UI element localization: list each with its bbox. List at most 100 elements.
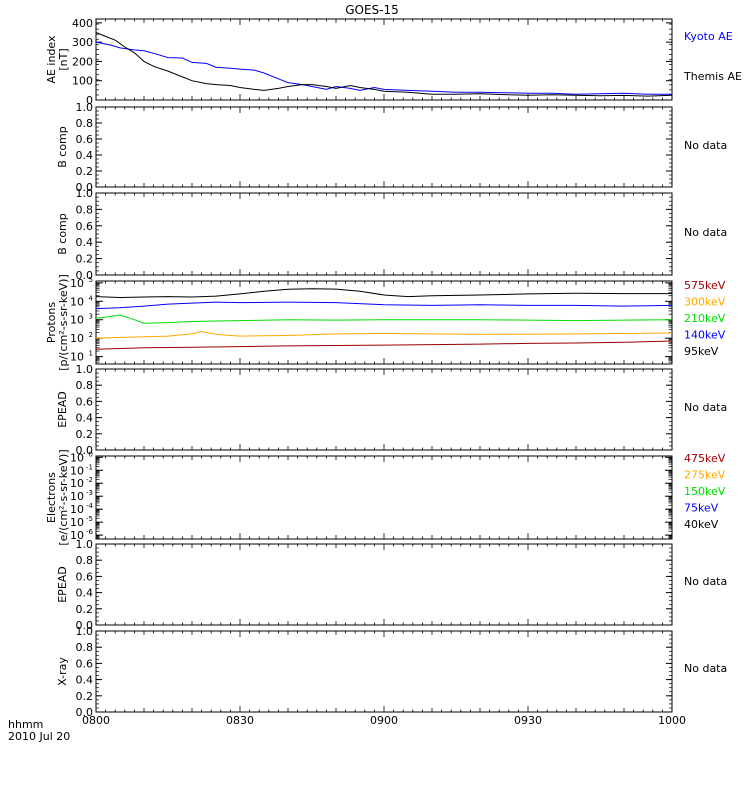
y-tick-label: 0.4 — [76, 587, 94, 600]
legend-entry: 140keV — [684, 329, 726, 342]
series-line-kyoto-ae — [95, 41, 672, 95]
panel-xray: 0.0 0.2 0.4 0.6 0.8 1.0 X-ray No data — [56, 625, 727, 719]
y-axis-label: EPEAD — [56, 566, 69, 603]
panel-frame — [95, 543, 673, 626]
y-tick-exponent: 3 — [89, 313, 93, 321]
y-tick-label: 10 — [70, 332, 84, 345]
y-tick-label: 0.6 — [76, 220, 94, 233]
y-tick-label: 0.0 — [76, 619, 94, 632]
y-tick-label: 0.2 — [76, 603, 94, 616]
y-tick-exponent: -2 — [86, 476, 93, 484]
y-tick-exponent: -3 — [86, 489, 93, 497]
no-data-label: No data — [684, 575, 727, 588]
y-tick-label: 0.4 — [76, 236, 94, 249]
y-tick-label: 0.4 — [76, 412, 94, 425]
y-tick-label: 1.0 — [76, 101, 94, 114]
y-axis-label: AE index — [45, 35, 58, 84]
no-data-label: No data — [684, 401, 727, 414]
date-label: 2010 Jul 20 — [8, 730, 70, 743]
y-tick-label: 10 — [70, 503, 84, 516]
y-axis-label: X-ray — [56, 657, 69, 686]
y-tick-label: 0.8 — [76, 554, 94, 567]
y-tick-exponent: -6 — [86, 528, 94, 536]
y-tick-exponent: 5 — [89, 276, 93, 284]
legend-entry: Kyoto AE — [684, 30, 733, 43]
y-tick-label: 0.0 — [76, 444, 94, 457]
y-tick-label: 10 — [70, 451, 84, 464]
y-tick-label: 10 — [70, 490, 84, 503]
y-tick-label: 10 — [70, 464, 84, 477]
y-tick-label: 10 — [70, 351, 84, 364]
no-data-label: No data — [684, 226, 727, 239]
y-axis-label: B comp — [56, 213, 69, 255]
y-tick-label: 0 — [86, 94, 93, 107]
legend-entry: 75keV — [684, 502, 719, 515]
panel-frame — [95, 455, 673, 540]
y-tick-exponent: 2 — [89, 331, 93, 339]
y-tick-label: 0.2 — [76, 690, 94, 703]
y-tick-label: 10 — [70, 295, 84, 308]
y-axis-label: [nT] — [57, 48, 70, 70]
y-tick-exponent: -5 — [86, 515, 93, 523]
no-data-label: No data — [684, 662, 727, 675]
y-tick-label: 0.0 — [76, 706, 94, 719]
y-tick-label: 100 — [72, 75, 93, 88]
panels: 0 100 200 300 400 AE index [nT] Kyoto AE Themis … — [45, 17, 742, 727]
series-line-themis-ae — [95, 32, 673, 97]
x-tick-label: 1000 — [658, 714, 686, 727]
chart-title: GOES-15 — [345, 3, 399, 17]
y-tick-label: 0.6 — [76, 395, 94, 408]
panel-b1: 0.0 0.2 0.4 0.6 0.8 1.0 B comp No data — [56, 101, 727, 194]
y-axis-label: B comp — [56, 126, 69, 168]
y-tick-exponent: 1 — [89, 350, 93, 358]
legend-entry: 575keV — [684, 279, 726, 292]
panel-protons: 10 1 10 2 10 3 10 4 10 5 Protons [p/(cm²-s-sr-keV)]… — [45, 274, 726, 371]
y-tick-label: 0.8 — [76, 379, 94, 392]
y-tick-label: 300 — [72, 36, 93, 49]
panel-ae: 0 100 200 300 400 AE index [nT] Kyoto AE Themis … — [45, 17, 742, 107]
no-data-label: No data — [684, 139, 727, 152]
legend-entry: 210keV — [684, 312, 726, 325]
y-tick-label: 10 — [70, 516, 84, 529]
y-tick-label: 0.6 — [76, 570, 94, 583]
x-tick-label: 0800 — [82, 714, 110, 727]
y-axis-label: [e/(cm²-s-sr-keV)] — [57, 449, 70, 545]
x-tick-label: 0930 — [514, 714, 542, 727]
y-tick-label: 10 — [70, 477, 84, 490]
y-tick-label: 0.2 — [76, 428, 94, 441]
y-tick-label: 0.4 — [76, 674, 94, 687]
time-axis-label: hhmm — [8, 718, 43, 731]
y-tick-label: 10 — [70, 277, 84, 290]
y-tick-label: 10 — [70, 529, 84, 542]
series-line-575kev — [95, 340, 673, 350]
y-tick-label: 1.0 — [76, 538, 94, 551]
legend-entry: 40keV — [684, 518, 719, 531]
y-tick-label: 10 — [70, 314, 84, 327]
y-tick-label: 1.0 — [76, 187, 94, 200]
panel-frame — [95, 630, 673, 713]
legend-entry: Themis AE — [683, 70, 742, 83]
y-axis-label: Electrons — [45, 472, 58, 523]
y-tick-label: 0.0 — [76, 181, 94, 194]
y-tick-label: 0.8 — [76, 117, 94, 130]
y-tick-label: 0.6 — [76, 133, 94, 146]
y-tick-label: 0.0 — [76, 269, 94, 282]
series-line-140kev — [95, 301, 673, 310]
y-tick-label: 0.8 — [76, 203, 94, 216]
y-tick-label: 0.4 — [76, 149, 94, 162]
y-tick-label: 0.2 — [76, 253, 94, 266]
panel-b2: 0.0 0.2 0.4 0.6 0.8 1.0 B comp No data — [56, 187, 727, 282]
y-tick-exponent: -4 — [86, 502, 94, 510]
y-tick-label: 0.8 — [76, 641, 94, 654]
series-line-210kev — [95, 314, 673, 324]
y-tick-label: 200 — [72, 55, 93, 68]
x-tick-label: 0900 — [370, 714, 398, 727]
panel-frame — [95, 368, 673, 451]
y-tick-label: 400 — [72, 17, 93, 30]
y-axis-label: Protons — [45, 302, 58, 343]
y-axis-label: EPEAD — [56, 391, 69, 428]
y-tick-label: 1.0 — [76, 625, 94, 638]
legend-entry: 275keV — [684, 469, 726, 482]
panel-frame — [95, 18, 673, 101]
